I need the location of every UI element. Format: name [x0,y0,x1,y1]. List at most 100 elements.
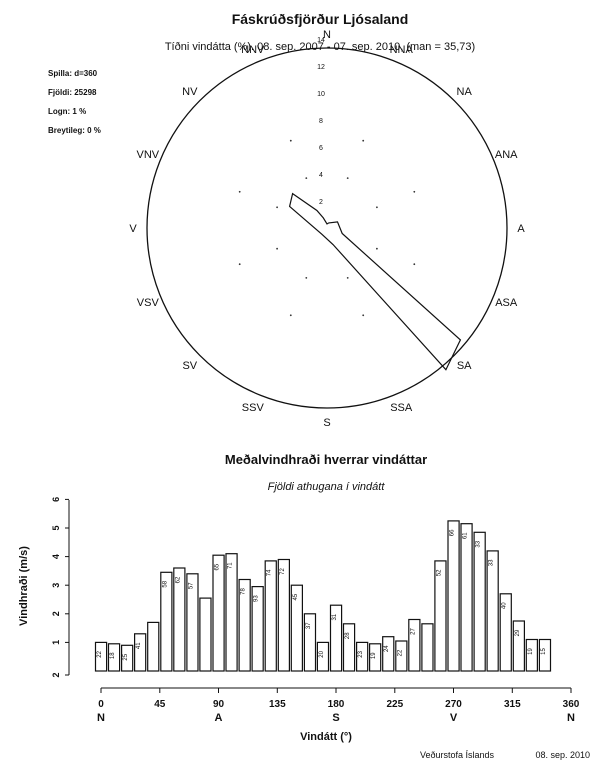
bar [512,620,525,672]
bar [395,640,408,672]
bar [290,584,303,672]
bar [316,641,330,672]
bar [134,633,147,672]
bar-count-label: 66 [450,529,456,536]
bar-count-label: 18 [110,652,116,659]
direction-label: V [129,223,137,235]
ring-label: 2 [319,199,323,206]
rose-grid-dot [289,314,292,317]
x-tick-label: 225 [386,699,403,710]
bar [434,560,447,672]
bar [94,641,108,672]
bar [186,573,199,672]
bar [460,523,473,672]
direction-label: NNA [390,44,414,56]
x-tick-label: 360 [563,699,580,710]
direction-label: VSV [137,297,160,309]
bar-count-label: 33 [476,540,482,547]
bar [473,531,486,672]
y-tick-label: 2 [51,672,61,677]
x-tick-label: 180 [328,699,345,710]
bar-count-label: 40 [502,602,508,609]
x-direction-label: S [332,712,339,724]
bar-count-label: 24 [384,645,390,652]
rose-grid-dot [346,277,349,279]
bar [120,644,134,672]
x-direction-label: N [97,712,105,724]
bar-count-label: 28 [345,632,351,639]
rose-grid-dot [238,263,241,266]
bar [277,558,290,672]
direction-label: SSA [390,402,413,414]
bar [329,604,343,672]
x-tick-label: 90 [213,699,225,710]
wind-rose-chart: Fáskrúðsfjörður Ljósaland Tíðni vindátta… [48,11,525,429]
bar [342,623,356,672]
rose-grid-dot [276,247,278,250]
rose-grid-dot [289,139,292,142]
bar [486,550,499,672]
bar [238,578,251,672]
y-tick-label: 6 [51,497,61,502]
bar [499,593,512,672]
bar-count-label: 25 [123,653,129,660]
bar-count-label: 58 [162,580,168,587]
x-tick-label: 135 [269,699,286,710]
rose-grid-dot [413,263,416,266]
y-tick-label: 2 [51,611,61,616]
y-tick-label: 3 [51,583,61,588]
rose-info: Spilla: d=360 Fjöldi: 25298 Logn: 1 % Breyt… [48,69,101,135]
bar-count-label: 45 [293,593,299,600]
bar [356,641,369,672]
bar-count-label: 19 [528,648,534,655]
bar [421,623,434,672]
bar [264,560,277,672]
bar-count-label: 27 [410,628,416,635]
rose-info-line: Breytileg: 0 % [48,126,101,135]
bar [382,636,395,672]
bar-count-label: 57 [188,582,194,589]
bar-title: Meðalvindhraði hverrar vindáttar [225,452,427,467]
x-axis-label: Vindátt (°) [300,731,352,743]
bar [199,597,212,672]
x-ticks: 0 N 45 90 A 135 180 S 225 270 V 315 360 N [97,688,580,724]
rose-outer-circle [146,47,508,409]
ring-label: 6 [319,145,323,152]
bar-count-label: 23 [358,650,364,657]
x-tick-label: 0 [98,699,104,710]
rose-grid-dot [376,206,378,209]
rose-grid-dot [413,190,416,193]
direction-label: N [323,29,331,41]
direction-label: ASA [495,297,518,309]
rose-info-line: Logn: 1 % [48,107,86,116]
rose-grid-dot [305,177,308,180]
bar-count-label: 62 [175,576,181,583]
bar [173,567,186,672]
x-direction-label: V [450,712,458,724]
bar-count-label: 22 [97,650,103,657]
bar-count-label: 33 [489,559,495,566]
x-direction-label: N [567,712,575,724]
direction-label: NNV [241,44,265,56]
bar [107,643,121,672]
x-direction-label: A [215,712,223,724]
bar [160,571,173,672]
direction-label: NA [457,86,473,98]
bar-count-label: 78 [241,588,247,595]
bar-count-label: 52 [436,569,442,576]
bar [147,621,160,672]
rose-frequency-shape [288,192,462,371]
bar-count-label: 93 [254,595,260,602]
rose-info-line: Spilla: d=360 [48,69,98,78]
bar-count-label: 15 [541,648,547,655]
direction-label: SA [457,360,472,372]
bar [251,585,264,672]
bar [303,613,317,672]
bar [447,520,460,672]
y-ticks: 2 1 2 3 4 5 6 [51,497,69,678]
x-tick-label: 315 [504,699,521,710]
rose-grid-dots [238,139,416,317]
ring-label: 8 [319,118,323,125]
rose-grid-dot [276,206,278,209]
bar-count-label: 71 [228,562,234,569]
